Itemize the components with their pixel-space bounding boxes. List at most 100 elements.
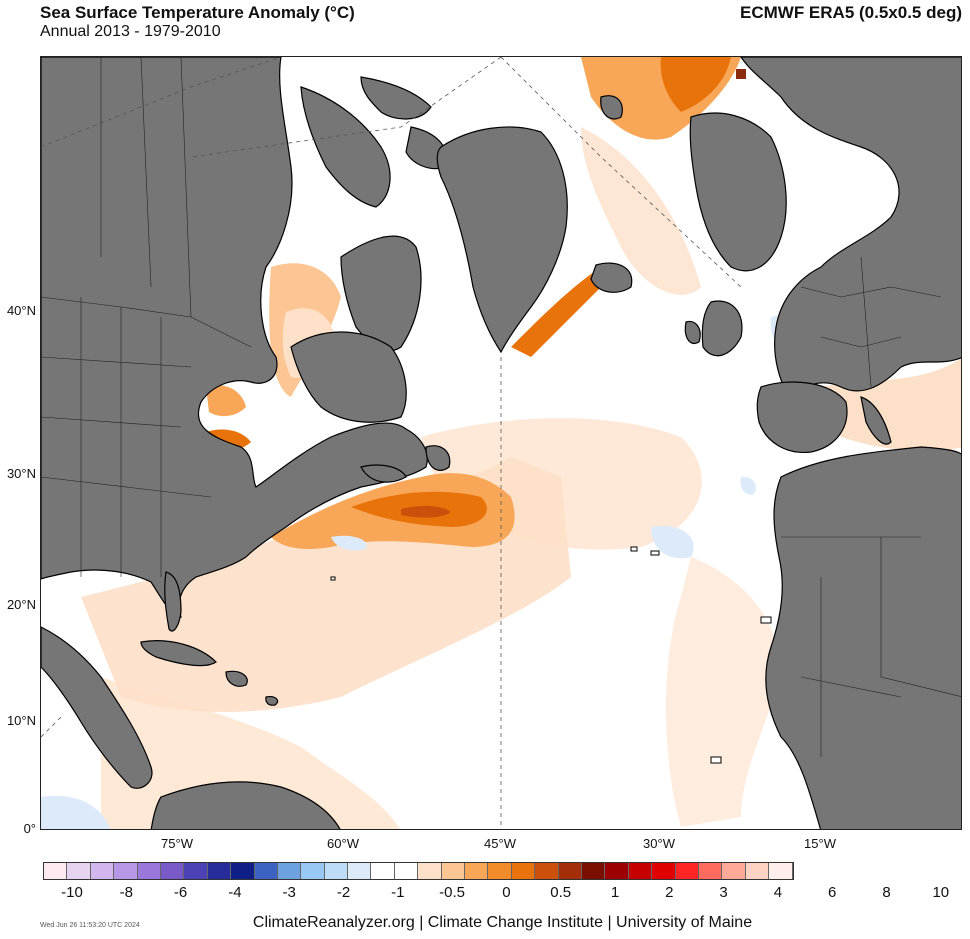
colorbar-swatch (698, 863, 723, 879)
anomaly-weak-warm-europe (821, 358, 961, 452)
lat-label-10n: 10°N (6, 713, 36, 728)
anomaly-cool-patch-east (740, 476, 756, 495)
lon-label-30w: 30°W (643, 836, 675, 851)
colorbar-swatch (90, 863, 115, 879)
colorbar-swatch (652, 863, 676, 879)
colorbar-swatch (465, 863, 489, 879)
colorbar-tick-label: 1 (610, 884, 620, 901)
colorbar-swatch (769, 863, 793, 879)
colorbar-swatch (511, 863, 536, 879)
colorbar-tick-label: -0.5 (439, 884, 466, 901)
land-scandinavia (689, 112, 787, 272)
anomaly-cool-patch-central (651, 526, 694, 559)
colorbar-swatch (160, 863, 185, 879)
land-svalbard (600, 95, 623, 120)
colorbar-swatch (535, 863, 559, 879)
lat-label-40n: 40°N (6, 303, 36, 318)
land-arctic-island-1 (360, 76, 432, 120)
lat-label-30n: 30°N (6, 466, 36, 481)
land-cuba (140, 640, 217, 667)
colorbar-swatch (348, 863, 372, 879)
colorbar-swatch (605, 863, 629, 879)
lat-label-20n: 20°N (6, 597, 36, 612)
colorbar-tick-label: 8 (882, 884, 891, 901)
land-florida (164, 571, 182, 632)
colorbar-tick-label: 3 (719, 884, 728, 901)
colorbar-tick-label: -3 (282, 884, 296, 901)
colorbar-swatch (675, 863, 699, 879)
small-islands (330, 546, 772, 764)
border-africa (781, 536, 961, 757)
anomaly-greenland-band (511, 267, 616, 357)
border-us-states (41, 297, 212, 577)
map-canvas (41, 57, 961, 829)
colorbar-swatch (441, 863, 466, 879)
anomaly-gulf-stream-peak (401, 505, 451, 518)
colorbar-swatch (231, 863, 255, 879)
border-canada-provinces (100, 57, 192, 318)
data-source: ECMWF ERA5 (0.5x0.5 deg) (740, 3, 962, 22)
land-south-america (150, 781, 341, 829)
anomaly-weak-warm-caribbean (101, 677, 400, 829)
land-british-isles (701, 300, 743, 357)
island-bermuda (330, 576, 336, 581)
colorbar-tick-label: -1 (391, 884, 405, 901)
island-azores-1 (630, 546, 638, 552)
anomaly-weak-warm-east (666, 557, 781, 827)
land-italy (860, 396, 892, 445)
colorbar-swatch (254, 863, 278, 879)
land-hispaniola (225, 670, 248, 687)
island-azores-2 (650, 550, 660, 556)
colorbar-swatch (184, 863, 208, 879)
colorbar-swatch (277, 863, 302, 879)
colorbar-tick-label: 0.5 (550, 884, 572, 901)
colorbar-swatch (137, 863, 161, 879)
land-ireland (684, 320, 701, 344)
colorbar-tick-label: -6 (173, 884, 188, 901)
lon-label-45w: 45°W (484, 836, 516, 851)
land-baffin-island (300, 86, 391, 208)
anomaly-great-lakes (206, 385, 246, 417)
land-nova-scotia (360, 464, 407, 483)
footer-credit[interactable]: ClimateReanalyzer.org | Climate Change I… (252, 914, 753, 931)
colorbar (43, 862, 794, 880)
land-central-america (41, 626, 153, 789)
colorbar-swatch (371, 863, 395, 879)
land-labrador (340, 235, 422, 352)
colorbar-swatch (722, 863, 746, 879)
lon-label-60w: 60°W (327, 836, 359, 851)
colorbar-swatch (324, 863, 349, 879)
colorbar-swatch (628, 863, 653, 879)
colorbar-swatch (114, 863, 138, 879)
colorbar-tick-label: 4 (773, 884, 783, 901)
graticule-polar-2 (190, 57, 502, 158)
colorbar-swatch (67, 863, 91, 879)
land-newfoundland (425, 445, 451, 471)
land-iceland (590, 262, 633, 293)
colorbar-swatch (745, 863, 770, 879)
map-subtitle: Annual 2013 - 1979-2010 (40, 23, 221, 40)
colorbar-tick-label: -2 (336, 884, 351, 901)
graticule-polar-3 (41, 57, 282, 148)
colorbar-swatch (301, 863, 325, 879)
colorbar-swatch (418, 863, 442, 879)
anomaly-weak-warm-nordic (581, 127, 701, 295)
colorbar-swatch (581, 863, 606, 879)
colorbar-tick-label: -10 (61, 884, 83, 901)
colorbar-swatch (488, 863, 512, 879)
colorbar-swatch (207, 863, 232, 879)
anomaly-barents-core (660, 57, 731, 112)
colorbar-tick-label: -8 (119, 884, 133, 901)
graticule (41, 57, 742, 829)
colorbar-swatch (558, 863, 582, 879)
colorbar-tick-label: 0 (502, 884, 511, 901)
political-borders (41, 57, 961, 757)
map-title: Sea Surface Temperature Anomaly (°C) (40, 3, 355, 22)
land-iberia (756, 381, 848, 454)
land-eurasia (740, 57, 961, 398)
anomaly-barents-extreme (736, 69, 746, 79)
timestamp: Wed Jun 26 11:53:20 UTC 2024 (40, 922, 140, 929)
sst-anomaly-map[interactable] (40, 56, 962, 830)
colorbar-tick-label: -4 (228, 884, 242, 901)
lon-label-15w: 15°W (804, 836, 836, 851)
